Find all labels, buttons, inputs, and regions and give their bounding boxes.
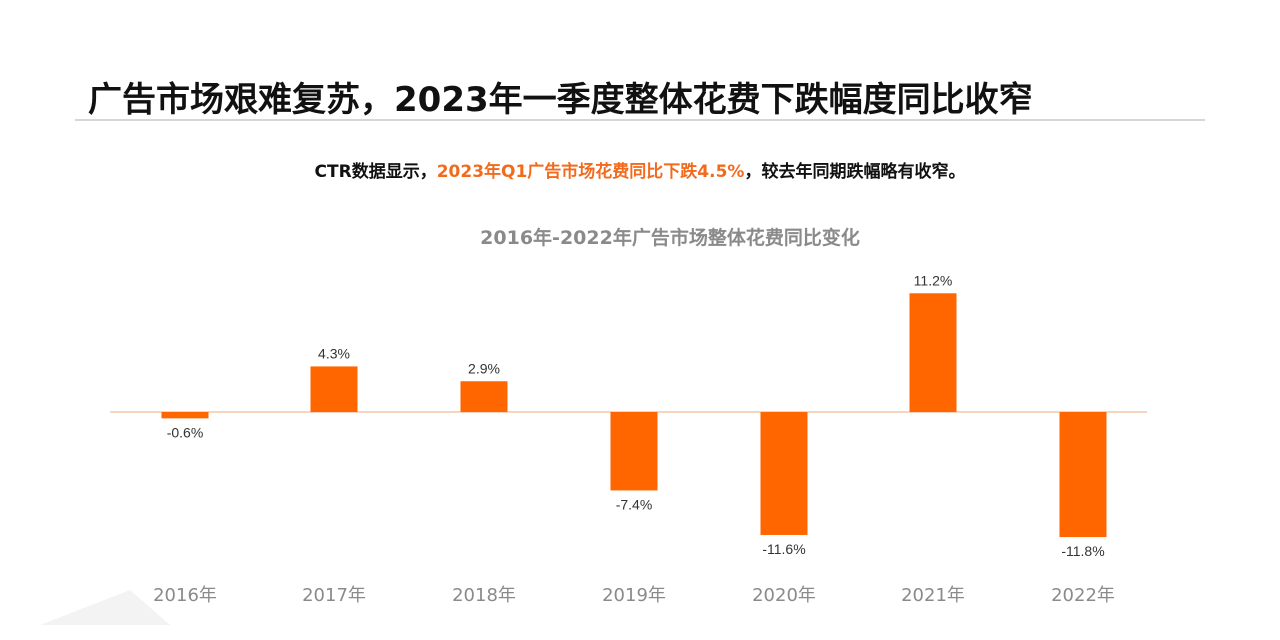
- bar-2022: [1059, 412, 1107, 538]
- bar-2018: [460, 381, 508, 412]
- bar-2021: [909, 293, 957, 412]
- data-label: -0.6%: [167, 424, 204, 440]
- x-tick-label: 2016年: [153, 585, 217, 606]
- x-tick-label: 2020年: [752, 585, 816, 606]
- title-divider: [75, 119, 1205, 121]
- bar-2020: [760, 412, 808, 535]
- bar-2017: [310, 366, 358, 412]
- subtitle: CTR数据显示，2023年Q1广告市场花费同比下跌4.5%，较去年同期跌幅略有收…: [0, 157, 1280, 182]
- decorative-shape: [40, 590, 170, 625]
- x-tick-label: 2021年: [901, 585, 965, 606]
- x-tick-label: 2018年: [452, 585, 516, 606]
- data-label: 2.9%: [468, 360, 500, 376]
- page-title: 广告市场艰难复苏，2023年一季度整体花费下跌幅度同比收窄: [88, 80, 1033, 120]
- data-label: -11.6%: [762, 541, 805, 557]
- subtitle-highlight: 2023年Q1广告市场花费同比下跌4.5%: [436, 162, 745, 182]
- bar-2019: [610, 412, 658, 491]
- subtitle-suffix: ，较去年同期跌幅略有收窄。: [744, 162, 966, 182]
- chart-title: 2016年-2022年广告市场整体花费同比变化: [480, 227, 860, 249]
- bar-2016: [161, 412, 209, 419]
- data-label: -7.4%: [616, 496, 653, 512]
- data-label: 4.3%: [318, 345, 350, 361]
- data-label: -11.8%: [1061, 543, 1104, 559]
- data-label: 11.2%: [914, 272, 953, 288]
- x-tick-label: 2022年: [1051, 585, 1115, 606]
- x-tick-label: 2017年: [302, 585, 366, 606]
- x-tick-label: 2019年: [602, 585, 666, 606]
- subtitle-prefix: CTR数据显示，: [314, 162, 437, 182]
